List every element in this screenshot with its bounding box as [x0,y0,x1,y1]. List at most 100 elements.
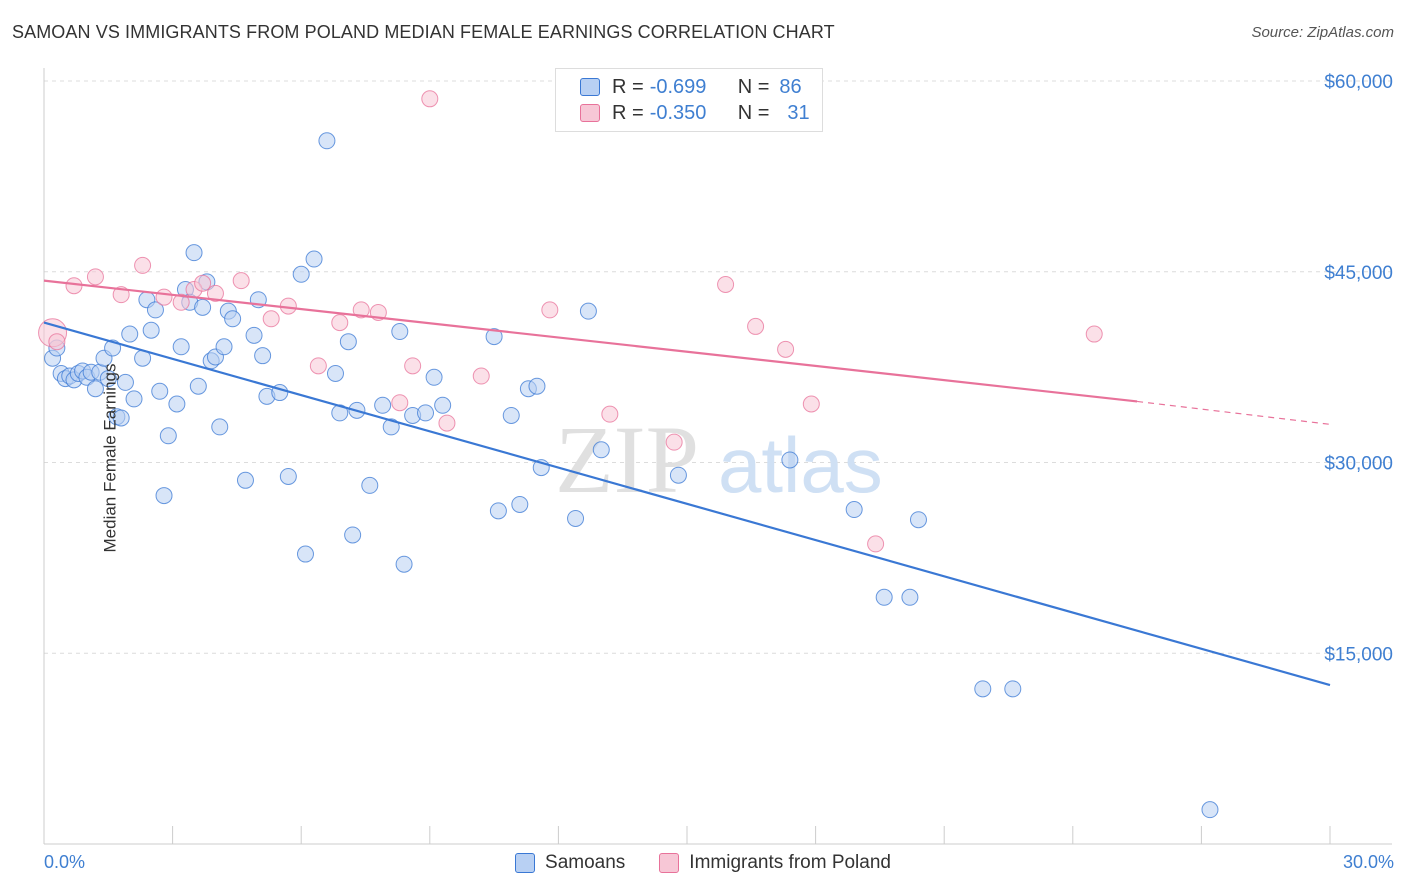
samoans-point [142,321,160,339]
samoans-trendline [43,321,1331,687]
y-tick-label: $30,000 [1324,454,1393,475]
poland-point [172,293,190,311]
legend-row-poland: R = -0.350 N = 31 [580,101,810,125]
chart-source: Source: ZipAtlas.com [1251,24,1394,41]
samoans-point [875,588,893,606]
samoans-point [121,325,139,343]
samoans-point [417,404,435,422]
poland-point [1085,325,1103,343]
samoans-point [112,409,130,427]
poland-point [352,301,370,319]
x-tick-label-min: 0.0% [44,852,86,872]
legend-n-label: N = [737,101,770,124]
samoans-point [845,501,863,519]
series-legend: Samoans Immigrants from Poland [0,852,1406,874]
y-tick-label: $60,000 [1324,72,1393,93]
samoans-point [172,338,190,356]
samoans-point [339,333,357,351]
samoans-point [901,588,919,606]
legend-label-poland: Immigrants from Poland [689,852,891,873]
poland-point [194,274,212,292]
poland-point [438,414,456,432]
chart-title: SAMOAN VS IMMIGRANTS FROM POLAND MEDIAN … [12,22,835,42]
poland-point [65,277,83,295]
poland-point [404,357,422,375]
samoans-point [485,328,503,346]
samoans-point [669,466,687,484]
samoans-point [211,418,229,436]
watermark-zip: ZIP [555,406,699,513]
samoans-point [168,395,186,413]
poland-point [134,256,152,274]
y-axis-label: Median Female Earnings [100,363,120,553]
samoans-point [382,418,400,436]
samoans-point [909,511,927,529]
poland-point [717,275,735,293]
poland-point [665,433,683,451]
samoans-point [116,373,134,391]
legend-n-label: N = [737,75,770,98]
poland-point [747,317,765,335]
samoans-point [567,509,585,527]
samoans-point [86,380,104,398]
legend-row-samoans: R = -0.699 N = 86 [580,75,802,99]
poland-point [421,90,439,108]
x-tick-label-max: 30.0% [1342,852,1394,872]
legend-swatch-blue [580,78,600,96]
poland-point [331,314,349,332]
watermark-atlas: atlas [718,421,883,509]
poland-point [867,535,885,553]
legend-n-value: 86 [779,75,802,98]
samoans-point [224,310,242,328]
legend-r-value: -0.699 [649,75,707,98]
legend-swatch-pink [580,104,600,122]
legend-label-samoans: Samoans [545,852,626,873]
samoans-point [425,368,443,386]
legend-swatch-samoans [515,853,536,873]
poland-point [802,395,820,413]
legend-item-poland[interactable]: Immigrants from Poland [659,852,891,874]
samoans-point [502,406,520,424]
samoans-point [159,427,177,445]
y-tick-label: $15,000 [1324,644,1393,665]
samoans-point [146,301,164,319]
legend-item-samoans[interactable]: Samoans [515,852,625,874]
samoans-point [391,323,409,341]
samoans-point [781,451,799,469]
poland-point [601,405,619,423]
samoans-point [185,244,203,262]
poland-point [777,340,795,358]
samoans-point [1004,680,1022,698]
poland-point [262,310,280,328]
correlation-legend: R = -0.699 N = 86 R = -0.350 N = 31 [555,68,823,132]
legend-swatch-poland [659,853,680,873]
samoans-point [254,347,272,365]
legend-r-label: R = [612,75,644,98]
samoans-point [125,390,143,408]
samoans-point [489,502,507,520]
samoans-point [374,396,392,414]
samoans-point [99,370,117,388]
samoans-point [528,377,546,395]
samoans-point [344,526,362,544]
poland-point [48,333,66,351]
samoans-point [592,441,610,459]
samoans-point [194,298,212,316]
samoans-point [292,265,310,283]
poland-point [86,268,104,286]
samoans-point [361,476,379,494]
legend-r-value: -0.350 [649,101,707,124]
legend-n-value: 31 [787,101,810,124]
poland-trendline [43,279,1138,403]
samoans-point [326,364,344,382]
y-tick-label: $45,000 [1324,263,1393,284]
samoans-point [579,302,597,320]
poland-point [232,272,250,290]
samoans-point [434,396,452,414]
poland-point [309,357,327,375]
samoans-point [151,382,169,400]
samoans-point [155,487,173,505]
samoans-point [215,338,233,356]
samoans-point [1201,801,1219,819]
